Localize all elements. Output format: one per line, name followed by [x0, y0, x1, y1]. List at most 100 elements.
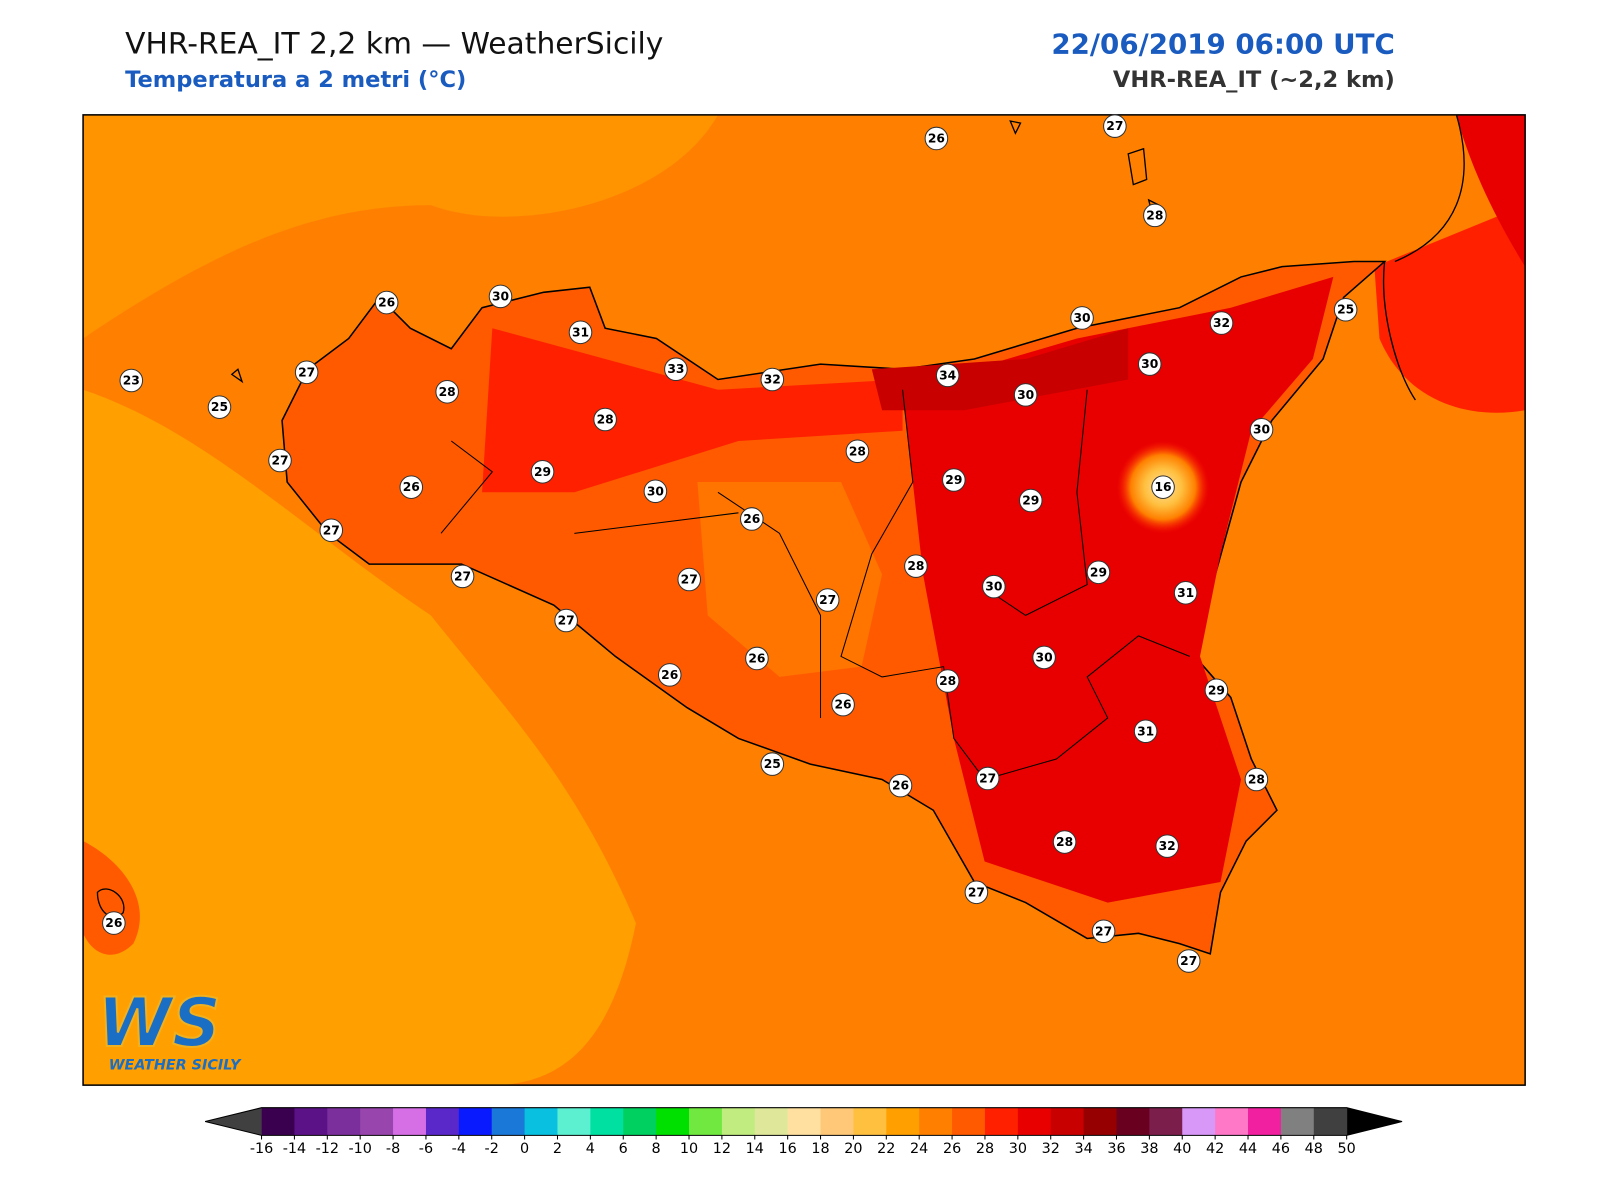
station-marker: [1176, 949, 1201, 973]
station-marker: [1151, 475, 1175, 499]
station-value: 23: [123, 374, 140, 388]
station-marker: [1070, 306, 1094, 330]
station-value: 27: [323, 523, 340, 537]
station-value: 29: [1022, 494, 1039, 508]
station-value: 30: [1036, 650, 1053, 664]
station-value: 32: [1159, 839, 1176, 853]
station-marker: [207, 395, 232, 419]
station-value: 27: [1095, 924, 1112, 938]
colorbar-tick-label: 8: [652, 1141, 661, 1157]
station-value: 26: [105, 916, 122, 930]
station-marker: [530, 460, 555, 484]
station-value: 32: [764, 372, 781, 386]
station-value: 25: [1337, 303, 1354, 317]
station-value: 28: [597, 412, 614, 426]
colorbar-bin: [491, 1107, 526, 1136]
station-value: 26: [928, 131, 945, 145]
colorbar-bin: [853, 1107, 887, 1136]
station-marker: [657, 663, 682, 687]
station-value: 26: [748, 651, 765, 665]
station-marker: [450, 564, 475, 589]
colorbar-bin: [1083, 1107, 1118, 1136]
colorbar-tick-label: 18: [811, 1141, 829, 1157]
station-value: 29: [1090, 565, 1107, 579]
colorbar-bin: [327, 1107, 361, 1136]
colorbar-tick-label: 38: [1140, 1141, 1158, 1157]
station-value: 26: [835, 698, 852, 712]
colorbar-bin: [557, 1107, 591, 1136]
station-value: 27: [558, 614, 575, 628]
station-marker: [268, 448, 292, 473]
station-marker: [1143, 203, 1167, 228]
colorbar-over: [1346, 1107, 1403, 1136]
station-marker: [739, 507, 764, 531]
station-value: 34: [939, 368, 956, 382]
colorbar-tick-label: 14: [746, 1141, 764, 1157]
station-marker: [1209, 311, 1234, 335]
station-marker: [568, 320, 593, 345]
station-value: 32: [1213, 316, 1230, 330]
station-marker: [677, 567, 702, 592]
station-marker: [831, 692, 855, 717]
colorbar-tick-label: 30: [1009, 1141, 1027, 1157]
station-marker: [1173, 581, 1198, 605]
colorbar-bin: [1017, 1107, 1052, 1136]
station-value: 30: [1141, 357, 1158, 371]
station-value: 16: [1155, 480, 1172, 494]
station-value: 33: [667, 362, 684, 376]
station-value: 28: [1146, 208, 1163, 222]
station-value: 30: [1253, 423, 1270, 437]
station-marker: [1137, 352, 1162, 376]
colorbar-bin: [261, 1107, 295, 1136]
station-value: 26: [661, 668, 678, 682]
station-value: 28: [939, 674, 956, 688]
map-frame: [82, 114, 1526, 1086]
station-marker: [1086, 560, 1111, 585]
station-marker: [745, 646, 769, 671]
colorbar-tick-label: -14: [283, 1141, 306, 1157]
colorbar-tick-label: 46: [1272, 1141, 1290, 1157]
station-value: 31: [1137, 724, 1154, 738]
station-marker: [1052, 830, 1077, 854]
station-marker: [760, 367, 785, 392]
station-marker: [815, 588, 840, 612]
station-value: 28: [849, 444, 866, 458]
colorbar-tick-label: 6: [619, 1141, 628, 1157]
station-value: 31: [572, 325, 589, 339]
station-value: 27: [271, 454, 288, 468]
colorbar-bin: [721, 1107, 756, 1136]
station-marker: [554, 608, 578, 633]
colorbar-bin: [623, 1107, 657, 1136]
station-value: 28: [1056, 835, 1073, 849]
colorbar-bin: [1280, 1107, 1315, 1136]
station-value: 31: [1177, 586, 1194, 600]
station-marker: [399, 475, 424, 499]
station-value: 25: [764, 757, 781, 771]
stations: 26 27 28 26 30 31 33 32 34 30 32 25 30 30 30 23 27 25 28 28…: [102, 114, 1358, 973]
colorbar-bin: [952, 1107, 986, 1136]
colorbar-bin: [984, 1107, 1019, 1136]
station-marker: [102, 911, 126, 935]
station-value: 29: [1208, 683, 1225, 697]
station-marker: [435, 380, 459, 404]
station-marker: [845, 439, 870, 464]
station-marker: [982, 574, 1006, 599]
station-marker: [975, 766, 1000, 791]
colorbar-bin: [1116, 1107, 1150, 1136]
colorbar-tick-label: -10: [348, 1141, 371, 1157]
station-marker: [1155, 834, 1179, 858]
colorbar-tick-label: -6: [419, 1141, 433, 1157]
colorbar-tick-label: 24: [910, 1141, 928, 1157]
station-marker: [374, 290, 399, 315]
colorbar-tick-label: -12: [316, 1141, 339, 1157]
station-marker: [1133, 719, 1158, 744]
station-value: 30: [492, 289, 509, 303]
station-value: 26: [892, 779, 909, 793]
colorbar-tick-label: 0: [520, 1141, 529, 1157]
colorbar-bin: [458, 1107, 493, 1136]
station-value: 28: [1248, 772, 1265, 786]
station-value: 27: [968, 885, 985, 899]
colorbar-tick-label: 50: [1338, 1141, 1356, 1157]
